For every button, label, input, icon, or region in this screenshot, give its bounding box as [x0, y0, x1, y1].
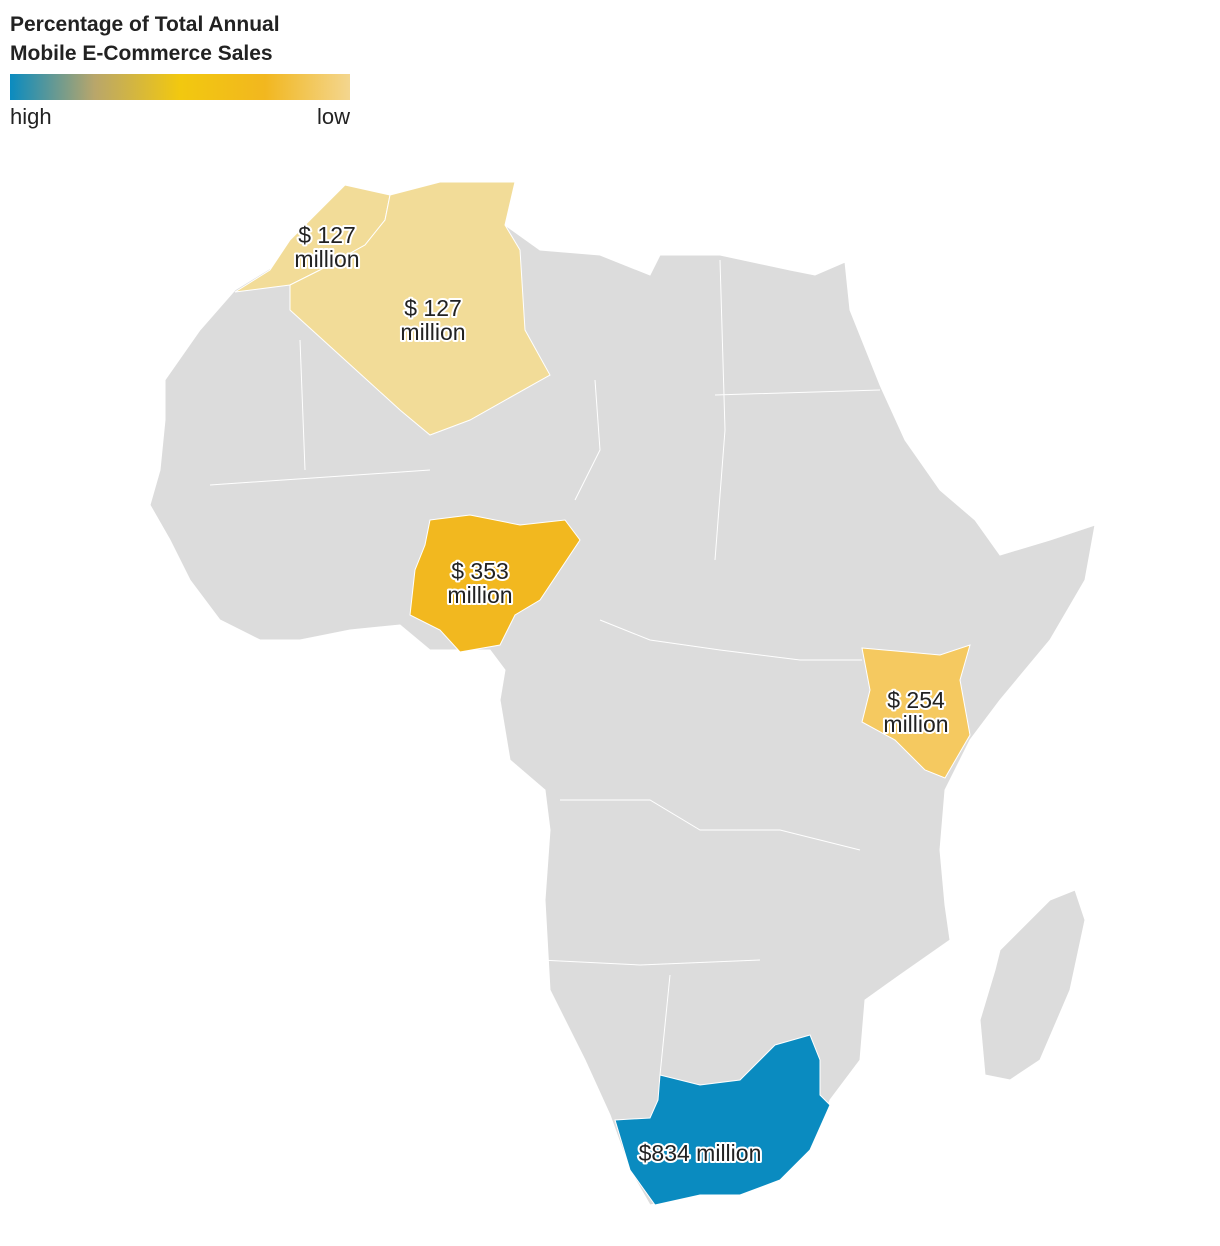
- region-label: million: [400, 319, 465, 345]
- region-label: million: [447, 582, 512, 608]
- legend-low: low: [317, 104, 350, 129]
- region-label: $ 127: [298, 222, 356, 248]
- region-label: $ 254: [887, 687, 945, 713]
- legend-high: high: [10, 104, 52, 129]
- nigeria: [409, 514, 581, 653]
- south-africa: [614, 1034, 831, 1206]
- region-label: million: [883, 711, 948, 737]
- africa: [149, 181, 1096, 1206]
- kenya: [861, 644, 971, 779]
- region-label: $ 353: [451, 558, 509, 584]
- legend-gradient: [10, 74, 350, 100]
- region-label: $834 million: [639, 1140, 762, 1166]
- legend-title: Percentage of Total Annual: [10, 13, 280, 36]
- legend-title: Mobile E-Commerce Sales: [10, 42, 273, 65]
- region-label: million: [294, 246, 359, 272]
- algeria: [289, 181, 551, 436]
- madagascar: [979, 889, 1086, 1081]
- region-label: $ 127: [404, 295, 462, 321]
- border: [209, 259, 881, 1076]
